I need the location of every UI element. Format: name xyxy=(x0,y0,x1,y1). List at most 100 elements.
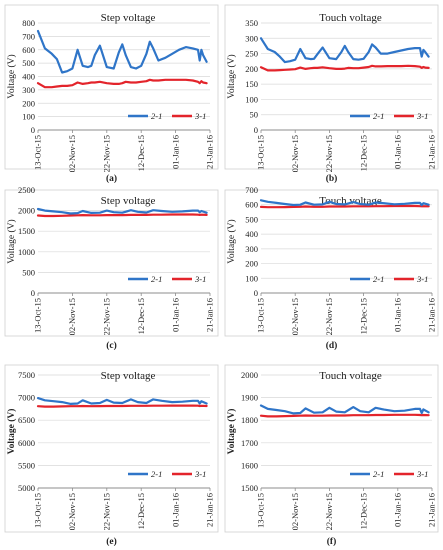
chart-title: Touch voltage xyxy=(319,12,382,24)
series-line-2-1 xyxy=(259,199,430,207)
x-tick-label: 01-Jan-16 xyxy=(393,135,403,169)
x-tick-label: 22-Nov-15 xyxy=(324,298,334,335)
y-tick-label: 7500 xyxy=(18,370,35,380)
x-tick-label: 21-Jan-16 xyxy=(205,135,215,169)
legend-label: 3-1 xyxy=(416,469,428,479)
chart-frame xyxy=(4,4,219,170)
panel-caption: (c) xyxy=(106,340,117,351)
legend-label: 2-1 xyxy=(151,111,162,121)
x-tick-label: 12-Dec-15 xyxy=(358,298,368,334)
series-line-2-1 xyxy=(36,29,208,74)
x-tick-label: 02-Nov-15 xyxy=(67,135,77,172)
x-tick-label: 21-Jan-16 xyxy=(205,493,215,527)
series-line-3-1 xyxy=(259,204,430,209)
chart-title: Touch voltage xyxy=(319,370,382,382)
chart-panel-d: 0 100 200 300 400 500 600 700 13-Oct-15 02-Nov-15… xyxy=(224,185,439,351)
x-tick-label: 13-Oct-15 xyxy=(256,493,266,528)
x-tick-label: 12-Dec-15 xyxy=(358,135,368,171)
series-line-2-1 xyxy=(36,397,208,405)
chart-panel-b: 0 50 100 150 200 250 300 350 13-Oct-15 02-Nov-15 2… xyxy=(224,4,439,184)
y-tick-label: 100 xyxy=(245,94,258,104)
chart-title: Step voltage xyxy=(101,370,156,382)
x-tick-label: 13-Oct-15 xyxy=(33,135,43,170)
y-tick-label: 1500 xyxy=(18,226,35,236)
chart-panel-c: 0 500 1000 1500 2000 2500 13-Oct-15 02-Nov-15 22… xyxy=(4,185,219,351)
y-tick-label: 300 xyxy=(245,244,258,254)
y-axis-label: Voltage (V) xyxy=(6,54,17,98)
y-tick-label: 300 xyxy=(22,85,35,95)
y-tick-label: 600 xyxy=(245,200,258,210)
y-tick-label: 6500 xyxy=(18,415,35,425)
y-tick-label: 50 xyxy=(250,110,259,120)
x-tick-label: 01-Jan-16 xyxy=(170,135,180,169)
x-tick-label: 13-Oct-15 xyxy=(33,493,43,528)
x-tick-label: 22-Nov-15 xyxy=(102,298,112,335)
series-line-2-1 xyxy=(259,404,430,415)
y-tick-label: 100 xyxy=(245,273,258,283)
x-tick-label: 13-Oct-15 xyxy=(256,135,266,170)
y-tick-label: 350 xyxy=(245,18,258,28)
y-tick-label: 300 xyxy=(245,33,258,43)
x-tick-label: 22-Nov-15 xyxy=(102,493,112,530)
y-tick-label: 500 xyxy=(22,267,35,277)
y-tick-label: 0 xyxy=(254,288,258,298)
x-tick-label: 02-Nov-15 xyxy=(290,135,300,172)
x-tick-label: 12-Dec-15 xyxy=(136,493,146,529)
legend-label: 3-1 xyxy=(194,469,206,479)
panel-caption: (f) xyxy=(327,536,337,547)
chart-panel-a: 0 100 200 300 400 500 600 700 800 13-Oct-15 02-Nov… xyxy=(4,4,219,184)
y-axis-label: Voltage (V) xyxy=(226,409,237,455)
legend-label: 2-1 xyxy=(373,469,384,479)
y-tick-label: 400 xyxy=(245,229,258,239)
x-tick-label: 22-Nov-15 xyxy=(324,135,334,172)
legend-label: 3-1 xyxy=(194,274,206,284)
legend-label: 2-1 xyxy=(151,274,162,284)
x-tick-label: 22-Nov-15 xyxy=(324,493,334,530)
y-tick-label: 1500 xyxy=(241,483,258,493)
y-tick-label: 400 xyxy=(22,72,35,82)
legend-label: 3-1 xyxy=(416,111,428,121)
y-tick-label: 7000 xyxy=(18,393,35,403)
panel-caption: (e) xyxy=(106,536,117,547)
y-tick-label: 1800 xyxy=(241,415,258,425)
x-tick-label: 13-Oct-15 xyxy=(256,298,266,333)
x-tick-label: 13-Oct-15 xyxy=(33,298,43,333)
y-tick-label: 800 xyxy=(22,18,35,28)
x-tick-label: 21-Jan-16 xyxy=(427,493,437,527)
series-line-3-1 xyxy=(259,64,430,72)
y-axis-label: Voltage (V) xyxy=(6,219,17,263)
y-tick-label: 250 xyxy=(245,49,258,59)
series-line-3-1 xyxy=(36,78,208,89)
chart-title: Step voltage xyxy=(101,195,156,207)
panel-caption: (b) xyxy=(326,173,338,184)
chart-frame xyxy=(224,364,439,533)
y-tick-label: 500 xyxy=(22,58,35,68)
y-tick-label: 2000 xyxy=(241,370,258,380)
legend-label: 3-1 xyxy=(416,274,428,284)
y-tick-label: 2000 xyxy=(18,206,35,216)
y-tick-label: 6000 xyxy=(18,438,35,448)
y-tick-label: 0 xyxy=(31,288,35,298)
chart-frame xyxy=(4,364,219,533)
chart-panel-e: 5000 5500 6000 6500 7000 7500 13-Oct-15 02-Nov-… xyxy=(4,364,219,547)
chart-frame xyxy=(224,4,439,170)
x-tick-label: 12-Dec-15 xyxy=(136,135,146,171)
series-line-3-1 xyxy=(259,413,430,418)
chart-panel-f: 1500 1600 1700 1800 1900 2000 13-Oct-15 02-Nov-… xyxy=(224,364,439,547)
legend-label: 2-1 xyxy=(373,274,384,284)
y-tick-label: 0 xyxy=(31,125,35,135)
x-tick-label: 21-Jan-16 xyxy=(205,298,215,332)
x-tick-label: 02-Nov-15 xyxy=(67,298,77,335)
panel-caption: (d) xyxy=(326,340,338,351)
x-tick-label: 01-Jan-16 xyxy=(393,298,403,332)
y-tick-label: 200 xyxy=(22,98,35,108)
y-tick-label: 500 xyxy=(245,214,258,224)
series-line-3-1 xyxy=(36,404,208,408)
y-tick-label: 100 xyxy=(22,112,35,122)
x-tick-label: 02-Nov-15 xyxy=(290,493,300,530)
y-tick-label: 2500 xyxy=(18,185,35,195)
x-tick-label: 12-Dec-15 xyxy=(136,298,146,334)
chart-title: Step voltage xyxy=(101,12,156,24)
x-tick-label: 01-Jan-16 xyxy=(170,493,180,527)
